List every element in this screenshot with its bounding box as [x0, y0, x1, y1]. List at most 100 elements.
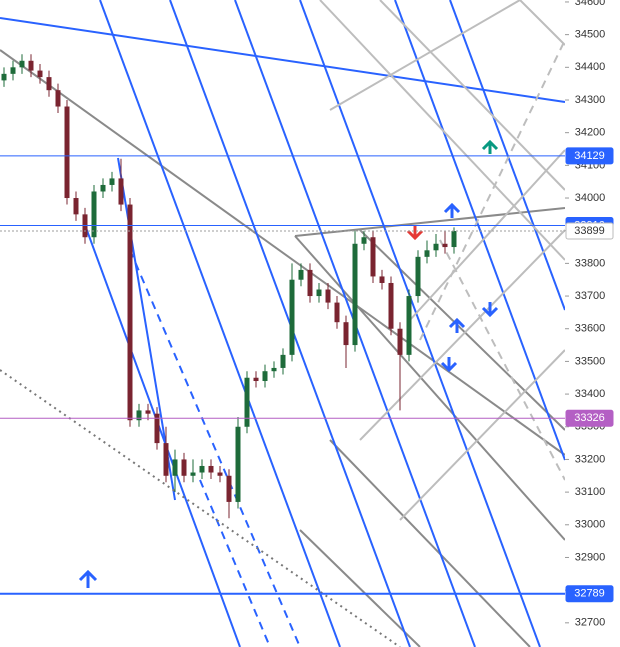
arrow-up — [443, 202, 461, 218]
candle-body — [181, 459, 187, 476]
y-tick-label: 34200 — [575, 127, 606, 139]
candle-body — [199, 465, 205, 473]
fib-line — [359, 229, 566, 441]
candle-body — [271, 367, 277, 372]
arrow-down — [440, 357, 458, 373]
candle-body — [1, 73, 7, 81]
fib-line — [399, 349, 566, 521]
trend-line — [129, 249, 301, 647]
y-tick-label: 33500 — [575, 355, 606, 367]
candle-body — [343, 322, 349, 346]
candle-body — [64, 106, 70, 199]
y-tick-label: 32900 — [575, 551, 606, 563]
candle-body — [406, 296, 412, 355]
candle-body — [253, 377, 259, 382]
candle-body — [352, 243, 358, 346]
trend-line — [299, 0, 541, 647]
candle-body — [433, 243, 439, 251]
candle-body — [334, 302, 340, 323]
y-tick-label: 34500 — [575, 29, 606, 41]
candle-body — [424, 250, 430, 257]
trend-line — [294, 207, 566, 237]
arrow-up — [481, 139, 499, 154]
candle-body — [289, 279, 295, 355]
candle-body — [451, 231, 457, 248]
candle-body — [100, 184, 106, 192]
candle-body — [379, 276, 385, 283]
price-axis — [565, 0, 620, 647]
candle-body — [325, 289, 331, 303]
y-tick-label: 33200 — [575, 453, 606, 465]
candle-body — [19, 60, 25, 68]
trend-line — [0, 17, 566, 103]
candle-body — [217, 472, 223, 476]
y-tick-label: 34600 — [575, 0, 606, 8]
candle-body — [442, 243, 448, 248]
trend-line — [449, 0, 566, 311]
candle-body — [415, 256, 421, 297]
price-label-box — [565, 585, 614, 603]
price-label: 32789 — [574, 588, 605, 600]
trend-line — [199, 479, 271, 647]
trend-line — [294, 235, 566, 541]
price-label: 33326 — [574, 412, 605, 424]
trend-line — [329, 439, 531, 647]
candle-body — [280, 354, 286, 368]
candle-body — [388, 282, 394, 329]
dotted-line — [0, 369, 401, 647]
fib-line — [319, 0, 566, 261]
y-tick-label: 33100 — [575, 486, 606, 498]
price-label: 34129 — [574, 150, 605, 162]
candle-body — [397, 328, 403, 355]
candle-body — [136, 410, 142, 421]
trend-line — [84, 224, 241, 647]
trend-line — [299, 529, 421, 647]
fib-line — [379, 0, 566, 191]
arrow-down — [481, 302, 499, 318]
candle-body — [361, 237, 367, 244]
candle-body — [190, 472, 196, 476]
y-tick-label: 34000 — [575, 192, 606, 204]
y-tick-label: 33600 — [575, 323, 606, 335]
trend-line — [0, 49, 566, 456]
candle-body — [118, 178, 124, 205]
arrow-up — [448, 317, 466, 333]
price-label-box — [565, 409, 614, 427]
trend-line — [99, 0, 341, 647]
candle-body — [73, 198, 79, 215]
trend-line — [359, 229, 566, 431]
trend-line — [394, 0, 566, 461]
y-tick-label: 34300 — [575, 94, 606, 106]
y-tick-label: 33700 — [575, 290, 606, 302]
candle-body — [46, 77, 52, 91]
candle-body — [235, 426, 241, 502]
candle-body — [163, 443, 169, 476]
candle-body — [91, 191, 97, 238]
y-tick-label: 33400 — [575, 388, 606, 400]
y-tick-label: 33000 — [575, 519, 606, 531]
candle-body — [226, 475, 232, 502]
candle-body — [55, 90, 61, 107]
candle-body — [172, 459, 178, 476]
y-tick-label: 34400 — [575, 61, 606, 73]
y-tick-label: 33800 — [575, 257, 606, 269]
fib-line — [439, 239, 566, 481]
arrow-down — [406, 225, 424, 241]
arrow-up — [78, 569, 98, 588]
candle-body — [145, 410, 151, 414]
price-label: 33899 — [574, 225, 605, 237]
candle-body — [307, 269, 313, 297]
candle-body — [316, 289, 322, 297]
candle-body — [37, 70, 43, 78]
candle-body — [208, 465, 214, 473]
price-label-box — [565, 222, 614, 240]
fib-line — [519, 0, 566, 46]
price-label-box — [565, 147, 614, 165]
drawings — [0, 0, 566, 647]
fib-line — [419, 39, 566, 341]
candle-body — [28, 60, 34, 71]
candle-body — [244, 377, 250, 427]
candle-body — [370, 237, 376, 277]
